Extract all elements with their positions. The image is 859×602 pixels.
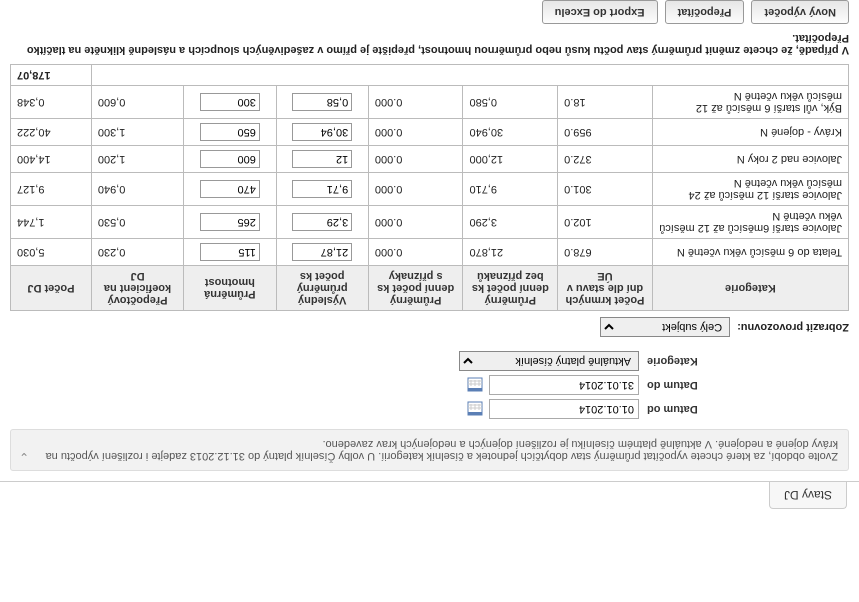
table-row-krm: 678.0 (558, 239, 653, 266)
th-koef: Přepočtový koeficient na DJ (91, 266, 183, 311)
table-row-vysl-cell (276, 206, 368, 239)
table-row-krm: 301.0 (558, 173, 653, 206)
table-row-bez: 9,710 (463, 173, 558, 206)
table-row-bez: 0,580 (463, 86, 558, 119)
hm-input[interactable] (200, 123, 260, 141)
table-row-kat: Jalovice nad 2 roky N (652, 146, 848, 173)
hm-input[interactable] (200, 93, 260, 111)
th-pocet-dj: Počet DJ (11, 266, 92, 311)
table-row-kat: Jalovice starší 6měsíců až 12 měsíců věk… (652, 206, 848, 239)
vysl-input[interactable] (292, 150, 352, 168)
table-row-kat: Býk, vůl starší 6 měsíců až 12 měsíců vě… (652, 86, 848, 119)
novy-vypocet-button[interactable]: Nový výpočet (751, 0, 849, 24)
info-panel: Zvolte období, za které chcete vypočítat… (10, 429, 849, 471)
table-row-dj: 0,348 (11, 86, 92, 119)
th-kategorie: Kategorie (652, 266, 848, 311)
th-prum-bez: Průměrný denní počet ks bez příznaků (463, 266, 558, 311)
table-row-dj: 14,400 (11, 146, 92, 173)
table-row-koef: 0,940 (91, 173, 183, 206)
th-vysledny: Výsledný průměrný počet ks (276, 266, 368, 311)
vysl-input[interactable] (292, 243, 352, 261)
table-row-hm-cell (184, 239, 276, 266)
vysl-input[interactable] (292, 180, 352, 198)
table-row-kat: Krávy - dojené N (652, 119, 848, 146)
table-row-kat: Telata do 6 měsíců věku včetně N (652, 239, 848, 266)
table-row-bez: 3,290 (463, 206, 558, 239)
table-row-hm-cell (184, 206, 276, 239)
hm-input[interactable] (200, 213, 260, 231)
table-row-krm: 18.0 (558, 86, 653, 119)
table-row-s: 0.000 (368, 146, 463, 173)
table-row-koef: 0,230 (91, 239, 183, 266)
table-row-krm: 959.0 (558, 119, 653, 146)
vysl-input[interactable] (292, 213, 352, 231)
datum-od-label: Datum od (639, 403, 849, 415)
table-row-koef: 0,600 (91, 86, 183, 119)
table-row-vysl-cell (276, 173, 368, 206)
info-text: Zvolte období, za které chcete vypočítat… (46, 438, 838, 462)
kategorie-select[interactable]: Aktuálně platný číselník (459, 351, 639, 371)
data-table: Kategorie Počet krmných dní dle stavu v … (10, 64, 849, 311)
note-text: V případě, že chcete změnit průměrný sta… (10, 32, 849, 56)
table-row-bez: 21,870 (463, 239, 558, 266)
table-row-dj: 1,744 (11, 206, 92, 239)
table-row-bez: 12,000 (463, 146, 558, 173)
th-prum-s: Průměrný denní počet ks s příznaky (368, 266, 463, 311)
calendar-icon[interactable] (467, 377, 483, 393)
kategorie-label: Kategorie (639, 355, 849, 367)
table-row-vysl-cell (276, 119, 368, 146)
table-row-dj: 40,222 (11, 119, 92, 146)
export-excel-button[interactable]: Export do Excelu (542, 0, 658, 24)
provozovna-select[interactable]: Celý subjekt (600, 317, 730, 337)
table-row-vysl-cell (276, 239, 368, 266)
table-row-dj: 9,127 (11, 173, 92, 206)
table-row-s: 0.000 (368, 173, 463, 206)
hm-input[interactable] (200, 150, 260, 168)
th-pocet-krm: Počet krmných dní dle stavu v ÚE (558, 266, 653, 311)
provozovna-label: Zobrazit provozovnu: (737, 321, 849, 333)
table-row-koef: 0,530 (91, 206, 183, 239)
hm-input[interactable] (200, 243, 260, 261)
total-blank (91, 65, 848, 86)
calendar-icon[interactable] (467, 401, 483, 417)
table-row-bez: 30,940 (463, 119, 558, 146)
vysl-input[interactable] (292, 93, 352, 111)
table-row-krm: 102.0 (558, 206, 653, 239)
tab-stavy-dj[interactable]: Stavy DJ (769, 482, 847, 509)
table-row-s: 0.000 (368, 119, 463, 146)
datum-od-input[interactable] (489, 399, 639, 419)
table-row-vysl-cell (276, 86, 368, 119)
hm-input[interactable] (200, 180, 260, 198)
table-row-vysl-cell (276, 146, 368, 173)
th-prum-hm: Průměrná hmotnost (184, 266, 276, 311)
table-row-kat: Jalovice starší 12 měsíců až 24 měsíců v… (652, 173, 848, 206)
table-row-koef: 1,300 (91, 119, 183, 146)
table-row-s: 0.000 (368, 86, 463, 119)
table-row-hm-cell (184, 119, 276, 146)
table-row-koef: 1,200 (91, 146, 183, 173)
table-row-dj: 5,030 (11, 239, 92, 266)
collapse-icon[interactable]: ⌄ (19, 450, 29, 464)
vysl-input[interactable] (292, 123, 352, 141)
table-row-krm: 372.0 (558, 146, 653, 173)
table-row-hm-cell (184, 86, 276, 119)
datum-do-input[interactable] (489, 375, 639, 395)
table-row-hm-cell (184, 173, 276, 206)
datum-do-label: Datum do (639, 379, 849, 391)
prepocitat-button[interactable]: Přepočítat (665, 0, 745, 24)
table-row-s: 0.000 (368, 239, 463, 266)
total-dj: 178,07 (11, 65, 92, 86)
table-row-hm-cell (184, 146, 276, 173)
table-row-s: 0.000 (368, 206, 463, 239)
